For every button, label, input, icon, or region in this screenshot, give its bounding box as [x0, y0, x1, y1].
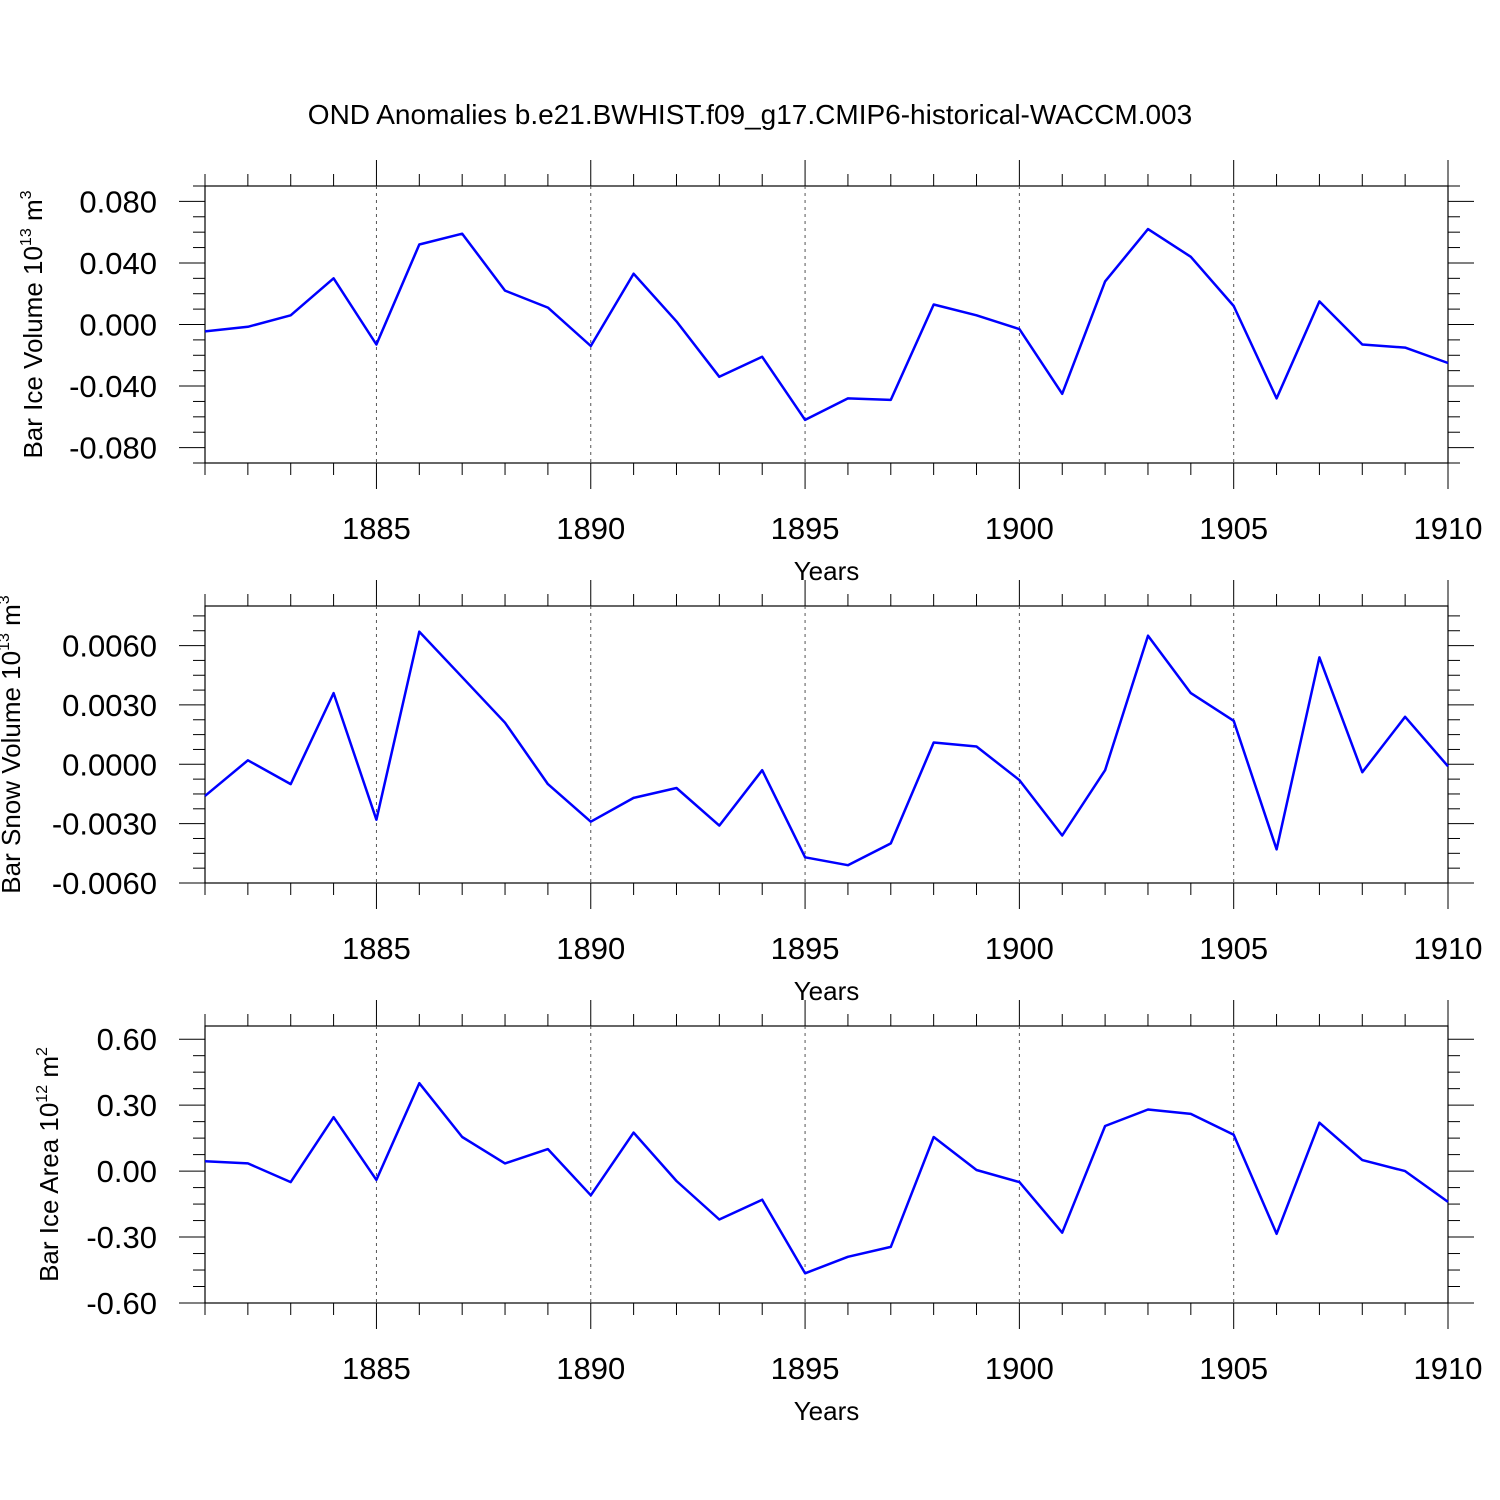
y-axis-label-unit-exponent: 3: [0, 595, 13, 604]
y-tick-label: 0.040: [79, 246, 157, 281]
series-line: [204, 227, 1449, 422]
x-tick-label: 1895: [771, 1351, 840, 1386]
y-tick-label: 0.60: [97, 1022, 157, 1057]
x-tick-label: 1895: [771, 931, 840, 966]
x-tick-label: 1885: [342, 511, 411, 546]
y-tick-label: 0.30: [97, 1088, 157, 1123]
y-tick-label: -0.60: [86, 1286, 157, 1321]
plot-frame: [204, 605, 1449, 884]
x-tick-label: 1900: [985, 931, 1054, 966]
y-tick-label: 0.080: [79, 184, 157, 219]
y-axis-label-text: Bar Ice Volume 10: [18, 246, 48, 458]
x-tick-label: 1905: [1199, 511, 1268, 546]
panel-3: -0.60 -0.30 0.00 0.30 0.60 1885 1890 1895 1900 19…: [34, 1000, 1482, 1426]
x-tick-label: 1895: [771, 511, 840, 546]
panel-1: -0.080 -0.040 0.000 0.040 0.080 1885 1890 1895 1…: [18, 160, 1482, 586]
y-tick-label: 0.00: [97, 1154, 157, 1189]
y-axis-label-exponent: 13: [18, 228, 35, 246]
x-tick-label: 1890: [556, 931, 625, 966]
x-axis-label: Years: [794, 556, 860, 586]
y-axis-label-text: Bar Ice Area 10: [34, 1103, 64, 1282]
x-tick-label: 1900: [985, 511, 1054, 546]
y-axis-label-exponent: 12: [34, 1085, 51, 1103]
y-axis-label: Bar Ice Area 1012 m2: [34, 1047, 64, 1282]
x-tick-label: 1890: [556, 511, 625, 546]
series-line: [204, 1081, 1449, 1275]
x-axis-label: Years: [794, 976, 860, 1006]
x-tick-label: 1910: [1414, 511, 1483, 546]
y-tick-label: -0.080: [69, 431, 157, 466]
y-tick-label: 0.000: [79, 308, 157, 343]
x-tick-label: 1910: [1414, 931, 1483, 966]
x-tick-label: 1905: [1199, 1351, 1268, 1386]
y-axis-label-unit-exponent: 2: [34, 1047, 51, 1056]
plot-frame: [204, 1025, 1449, 1304]
y-tick-label: -0.30: [86, 1220, 157, 1255]
x-tick-label: 1900: [985, 1351, 1054, 1386]
y-axis-label: Bar Snow Volume 1013 m3: [0, 595, 26, 894]
y-axis-label: Bar Ice Volume 1013 m3: [18, 190, 48, 458]
x-tick-label: 1885: [342, 1351, 411, 1386]
y-axis-label-unit: m: [0, 604, 26, 633]
y-tick-label: 0.0060: [62, 629, 157, 664]
x-tick-label: 1890: [556, 1351, 625, 1386]
x-axis-label: Years: [794, 1396, 860, 1426]
y-axis-label-unit-exponent: 3: [18, 190, 35, 199]
y-axis-label-text: Bar Snow Volume 10: [0, 651, 26, 894]
figure-title: OND Anomalies b.e21.BWHIST.f09_g17.CMIP6…: [308, 99, 1192, 130]
y-tick-label: -0.0060: [52, 866, 157, 901]
y-axis-label-exponent: 13: [0, 633, 13, 651]
panel-2: -0.0060 -0.0030 0.0000 0.0030 0.0060 1885 1890…: [0, 580, 1482, 1006]
y-tick-label: -0.040: [69, 369, 157, 404]
y-axis-label-unit: m: [34, 1056, 64, 1085]
y-axis-label-unit: m: [18, 199, 48, 228]
x-tick-label: 1885: [342, 931, 411, 966]
series-line: [204, 630, 1449, 867]
x-tick-label: 1910: [1414, 1351, 1483, 1386]
panels: -0.080 -0.040 0.000 0.040 0.080 1885 1890 1895 1…: [0, 160, 1482, 1426]
y-tick-label: -0.0030: [52, 807, 157, 842]
y-tick-label: 0.0000: [62, 747, 157, 782]
y-tick-label: 0.0030: [62, 688, 157, 723]
x-tick-label: 1905: [1199, 931, 1268, 966]
